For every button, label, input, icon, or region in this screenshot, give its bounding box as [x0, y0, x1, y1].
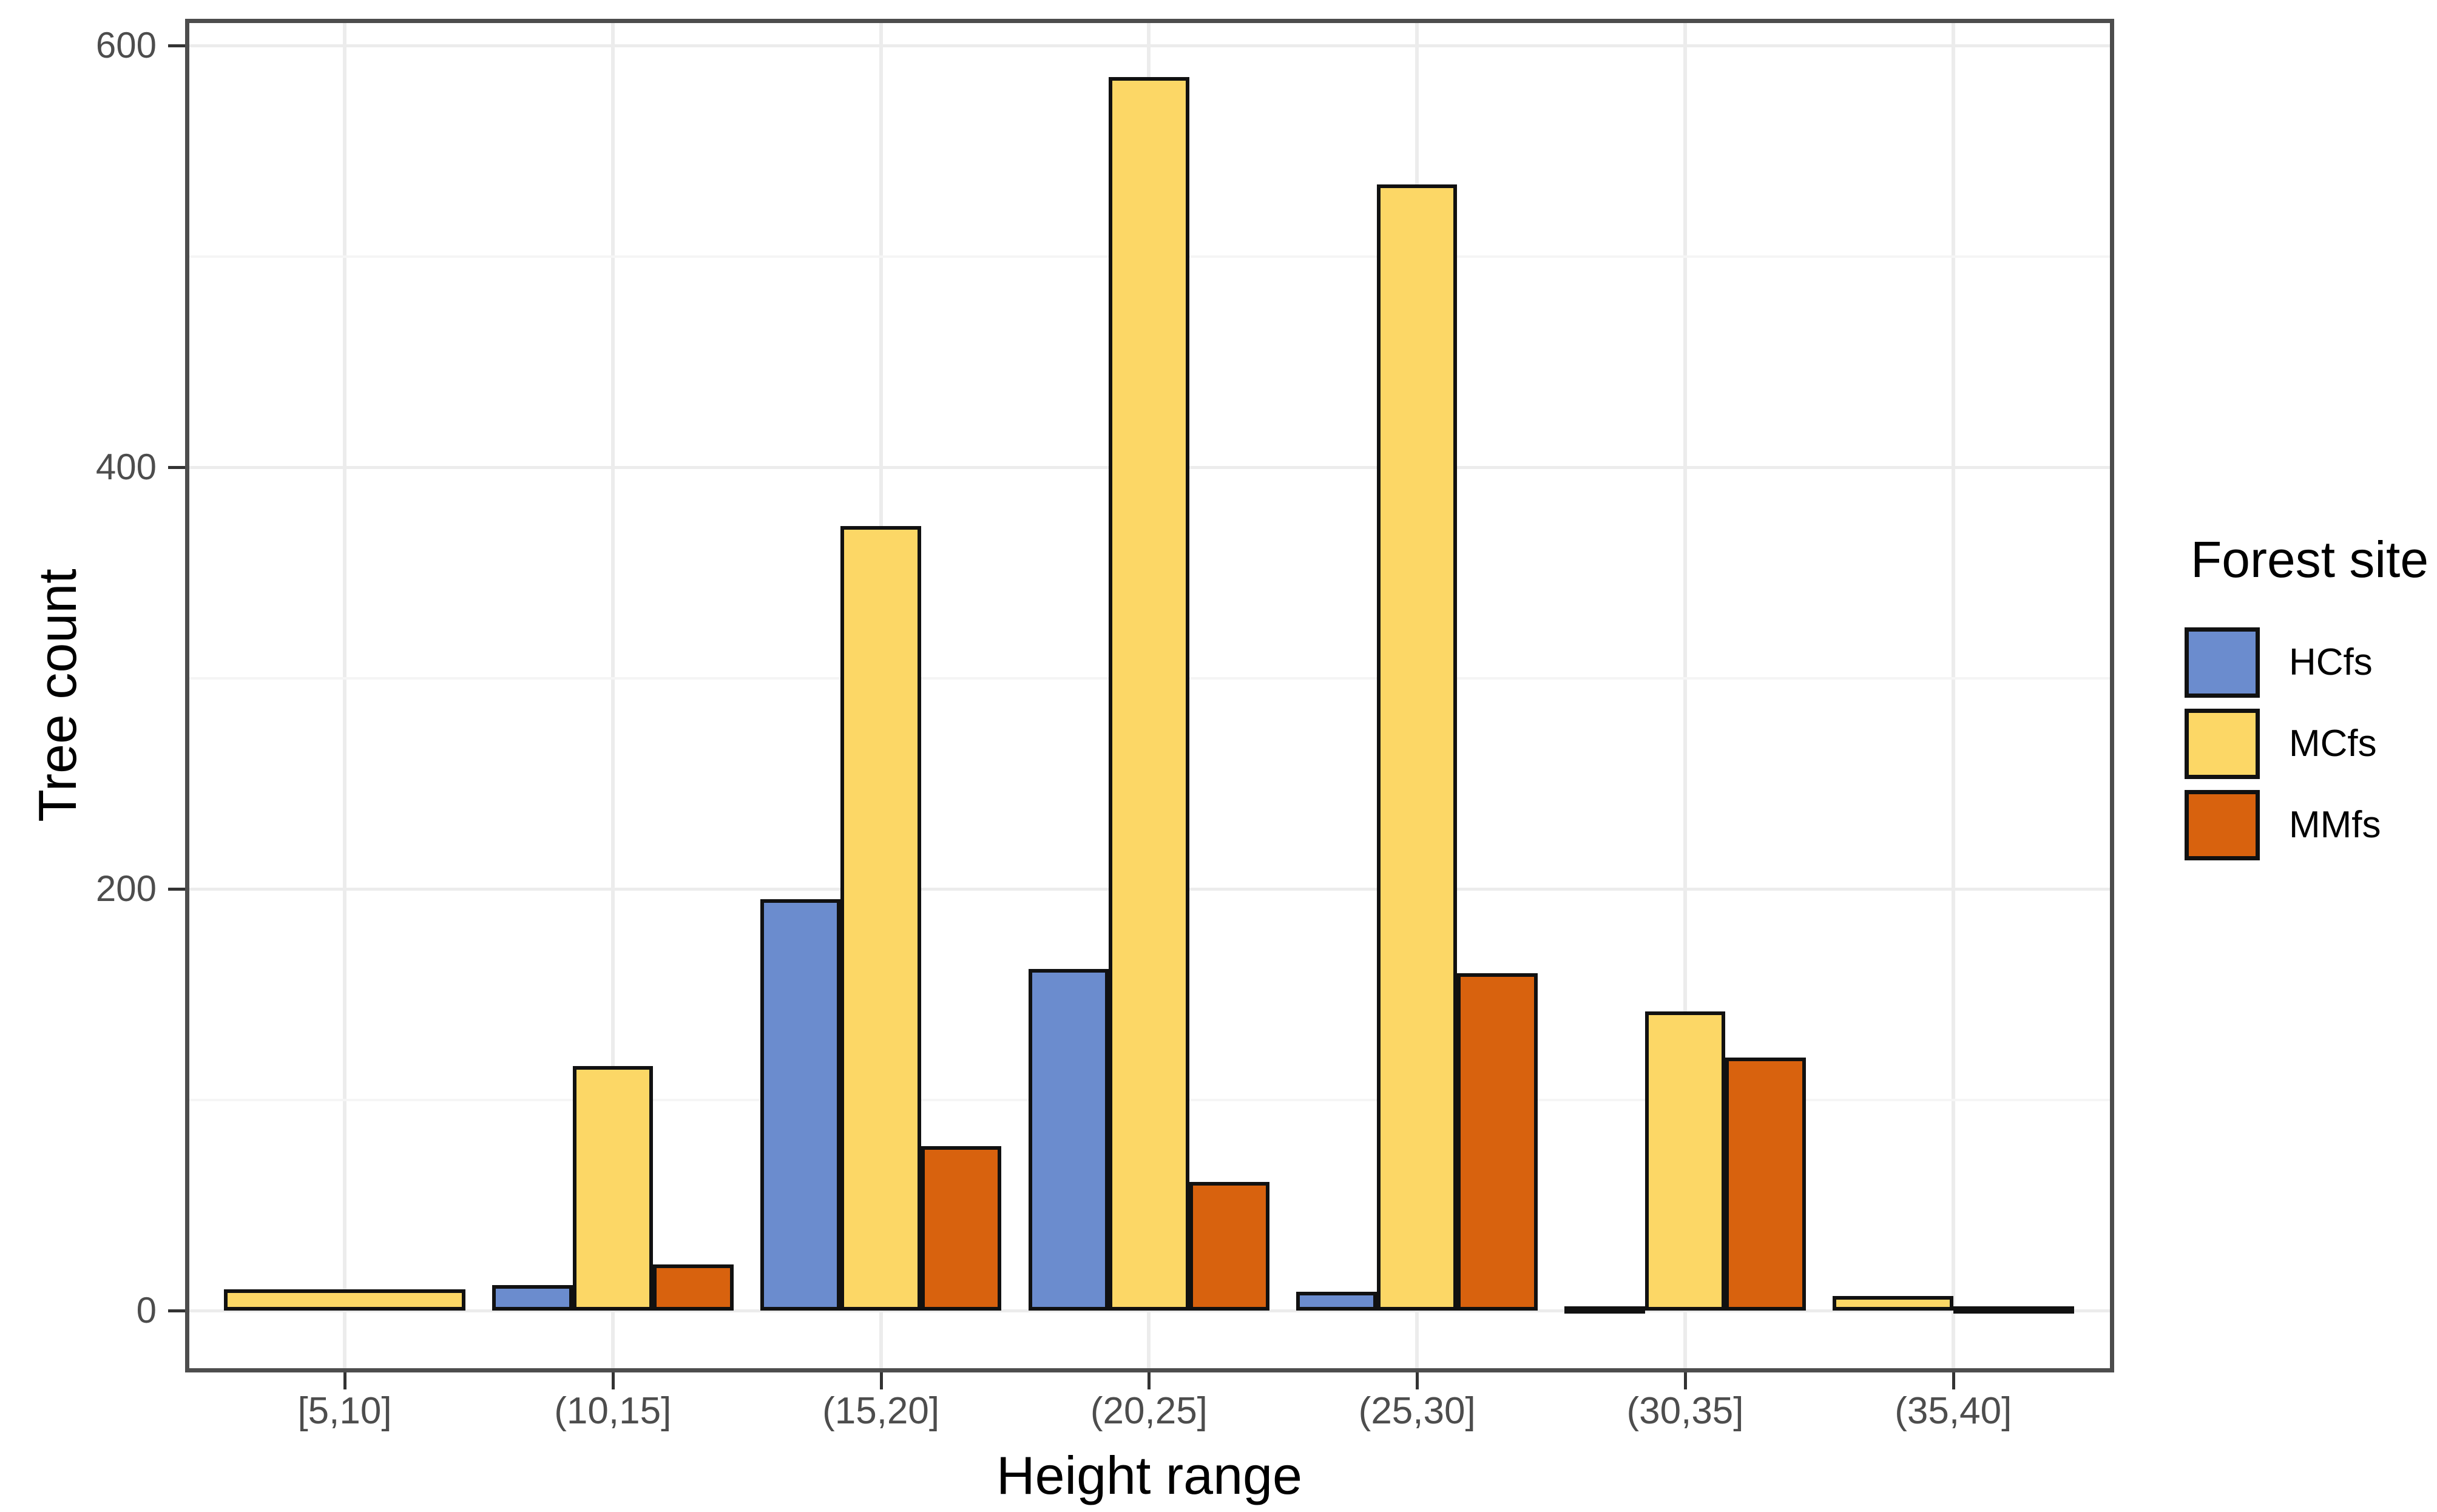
x-axis-tick — [1416, 1372, 1419, 1389]
x-axis-tick — [1148, 1372, 1151, 1389]
y-axis-tick — [168, 888, 185, 891]
legend-item-label: HCfs — [2289, 641, 2373, 683]
bar-HCfs-(15,20] — [760, 899, 841, 1311]
x-axis-title: Height range — [996, 1445, 1302, 1505]
gridline-major — [189, 1309, 2110, 1312]
legend-key-swatch — [2185, 709, 2260, 779]
legend-title: Forest site — [2191, 531, 2429, 588]
y-tick-label: 600 — [95, 25, 157, 66]
gridline-vertical — [343, 23, 346, 1368]
x-axis-tick — [343, 1372, 346, 1389]
bar-HCfs-(30,35] — [1564, 1306, 1645, 1314]
bar-MCfs-(20,25] — [1109, 77, 1189, 1311]
bar-MMfs-(15,20] — [921, 1146, 1002, 1311]
x-tick-label: [5,10] — [297, 1390, 392, 1432]
legend-item-MMfs: MMfs — [2185, 790, 2437, 860]
y-axis-tick — [168, 466, 185, 469]
bar-MMfs-(20,25] — [1189, 1182, 1270, 1311]
bar-MMfs-(10,15] — [653, 1264, 734, 1311]
y-tick-label: 400 — [95, 447, 157, 487]
y-tick-label: 200 — [95, 868, 157, 909]
x-axis-tick — [611, 1372, 615, 1389]
y-axis-tick — [168, 1309, 185, 1312]
legend-key-swatch — [2185, 627, 2260, 698]
legend-item-label: MCfs — [2289, 723, 2377, 764]
y-tick-label: 0 — [136, 1290, 157, 1331]
x-tick-label: (30,35] — [1626, 1390, 1744, 1432]
x-tick-label: (15,20] — [822, 1390, 940, 1432]
gridline-vertical — [1951, 23, 1955, 1368]
bar-MCfs-[5,10] — [224, 1289, 465, 1311]
legend-item-MCfs: MCfs — [2185, 709, 2437, 779]
bar-MCfs-(15,20] — [840, 526, 921, 1311]
x-axis-tick — [879, 1372, 883, 1389]
bar-MCfs-(30,35] — [1644, 1011, 1726, 1311]
gridline-vertical — [610, 23, 615, 1368]
legend-item-HCfs: HCfs — [2185, 627, 2437, 698]
bar-MMfs-(35,40] — [1953, 1306, 2074, 1314]
x-tick-label: (25,30] — [1358, 1390, 1476, 1432]
x-tick-label: (10,15] — [554, 1390, 672, 1432]
bar-MCfs-(35,40] — [1832, 1295, 1953, 1311]
y-axis-tick — [168, 44, 185, 47]
bar-MMfs-(30,35] — [1725, 1058, 1806, 1311]
legend-rows: HCfs MCfs MMfs — [2185, 627, 2437, 860]
legend-key-swatch — [2185, 790, 2260, 860]
x-tick-label: (20,25] — [1090, 1390, 1208, 1432]
x-axis-tick — [1952, 1372, 1955, 1389]
bar-HCfs-(25,30] — [1296, 1291, 1377, 1311]
y-axis-title: Tree count — [27, 569, 87, 822]
bar-MCfs-(10,15] — [572, 1065, 654, 1311]
bar-HCfs-(20,25] — [1028, 969, 1109, 1311]
legend-item-label: MMfs — [2289, 804, 2381, 846]
bar-HCfs-(10,15] — [492, 1285, 573, 1311]
plot-panel — [185, 19, 2114, 1372]
gridline-vertical — [1683, 23, 1687, 1368]
x-tick-label: (35,40] — [1895, 1390, 2012, 1432]
bar-MMfs-(25,30] — [1457, 973, 1538, 1311]
gridline-major — [189, 44, 2110, 47]
bar-MCfs-(25,30] — [1376, 184, 1458, 1311]
legend: Forest site HCfs MCfs MMfs — [2185, 534, 2437, 871]
x-axis-tick — [1684, 1372, 1687, 1389]
